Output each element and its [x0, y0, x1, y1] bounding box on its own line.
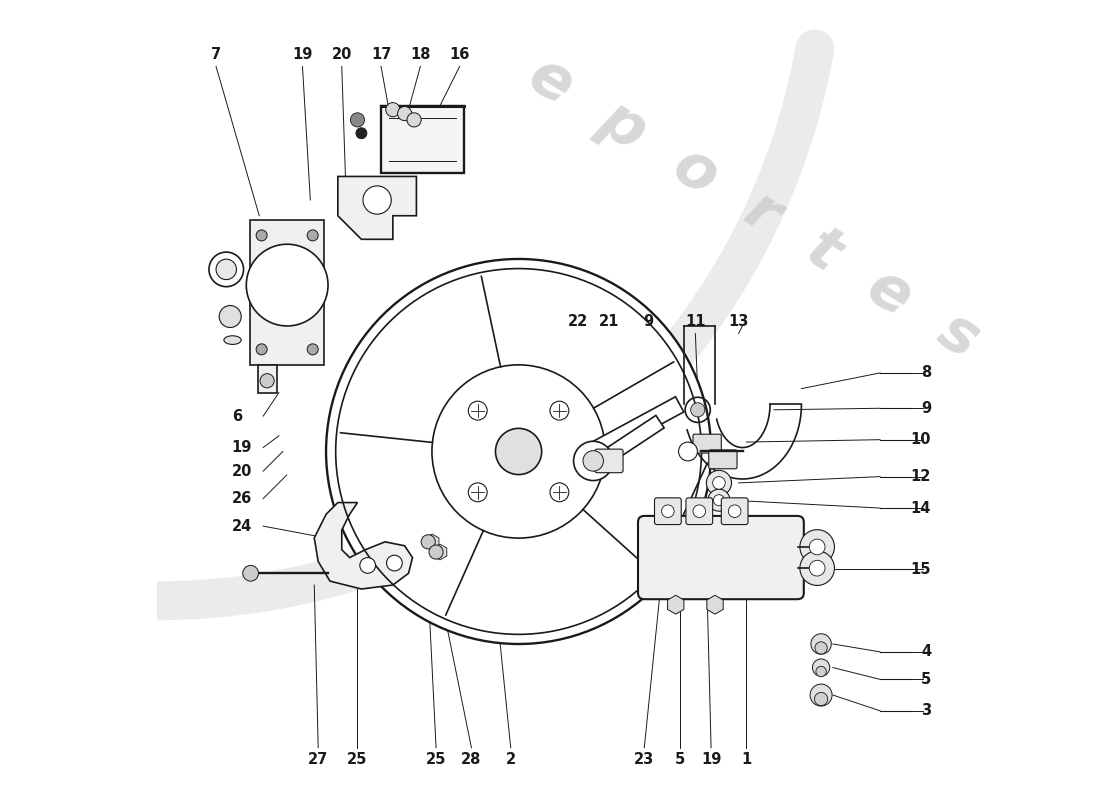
Circle shape	[260, 374, 274, 388]
Circle shape	[691, 402, 705, 417]
Text: 3: 3	[921, 703, 931, 718]
Text: e  p  o  r  t  e  s: e p o r t e s	[518, 46, 990, 370]
FancyBboxPatch shape	[708, 450, 737, 469]
Text: 9: 9	[921, 401, 931, 416]
Circle shape	[386, 102, 400, 117]
Circle shape	[714, 494, 725, 506]
FancyBboxPatch shape	[638, 516, 804, 599]
Text: 21: 21	[598, 314, 619, 330]
Text: 19: 19	[701, 752, 722, 767]
Text: 28: 28	[461, 752, 482, 767]
FancyBboxPatch shape	[654, 498, 681, 525]
Text: 20: 20	[331, 47, 352, 62]
Text: 27: 27	[308, 752, 328, 767]
Circle shape	[307, 230, 318, 241]
Circle shape	[815, 642, 827, 654]
Circle shape	[429, 545, 443, 559]
Circle shape	[351, 113, 364, 127]
Text: 10: 10	[911, 432, 931, 447]
Text: 16: 16	[450, 47, 470, 62]
Text: 7: 7	[211, 47, 221, 62]
Circle shape	[386, 555, 403, 571]
Circle shape	[814, 692, 827, 706]
Text: 11: 11	[685, 314, 705, 330]
Circle shape	[363, 186, 392, 214]
Circle shape	[816, 666, 826, 677]
Text: 25: 25	[348, 752, 367, 767]
Circle shape	[693, 505, 705, 518]
Polygon shape	[338, 177, 417, 239]
Circle shape	[246, 244, 328, 326]
FancyBboxPatch shape	[693, 434, 722, 453]
Text: 1: 1	[741, 752, 751, 767]
Circle shape	[219, 306, 241, 327]
Circle shape	[469, 402, 487, 420]
FancyBboxPatch shape	[595, 449, 623, 473]
Circle shape	[256, 344, 267, 355]
Text: 22: 22	[568, 314, 587, 330]
Text: 14: 14	[911, 501, 931, 515]
Polygon shape	[581, 397, 684, 463]
Text: 8: 8	[921, 366, 931, 381]
Text: 19: 19	[293, 47, 312, 62]
Circle shape	[256, 230, 267, 241]
Circle shape	[810, 560, 825, 576]
Text: 5: 5	[921, 672, 931, 687]
Circle shape	[216, 259, 236, 279]
Circle shape	[813, 659, 829, 676]
Circle shape	[407, 113, 421, 127]
FancyBboxPatch shape	[381, 106, 463, 173]
Text: 17: 17	[371, 47, 392, 62]
Text: 24: 24	[232, 518, 252, 534]
Circle shape	[307, 344, 318, 355]
Circle shape	[550, 483, 569, 502]
Circle shape	[326, 259, 711, 644]
FancyBboxPatch shape	[250, 220, 324, 365]
Text: 4: 4	[921, 644, 931, 659]
Circle shape	[810, 684, 832, 706]
Circle shape	[713, 477, 725, 489]
Circle shape	[495, 428, 541, 474]
Circle shape	[679, 442, 697, 461]
Ellipse shape	[224, 336, 241, 345]
Circle shape	[243, 566, 258, 581]
Text: 25: 25	[426, 752, 447, 767]
Text: 23: 23	[635, 752, 654, 767]
Polygon shape	[605, 415, 664, 462]
Circle shape	[469, 483, 487, 502]
Text: 18: 18	[410, 47, 430, 62]
Text: 9: 9	[644, 314, 653, 330]
Text: 2: 2	[506, 752, 516, 767]
FancyBboxPatch shape	[722, 498, 748, 525]
Circle shape	[209, 252, 243, 286]
Circle shape	[421, 534, 436, 549]
Text: 5: 5	[674, 752, 685, 767]
Text: 13: 13	[728, 314, 749, 330]
Text: 15: 15	[911, 562, 931, 577]
Text: 20: 20	[232, 464, 252, 478]
Circle shape	[800, 551, 835, 586]
Text: 26: 26	[232, 491, 252, 506]
Circle shape	[360, 558, 375, 574]
FancyBboxPatch shape	[686, 498, 713, 525]
Text: 6: 6	[232, 409, 242, 424]
Polygon shape	[257, 365, 277, 393]
Circle shape	[811, 634, 832, 654]
Circle shape	[706, 470, 732, 495]
Circle shape	[810, 539, 825, 555]
Circle shape	[397, 106, 411, 121]
Circle shape	[661, 505, 674, 518]
Circle shape	[583, 450, 604, 471]
Circle shape	[708, 489, 730, 511]
Text: 12: 12	[911, 469, 931, 484]
Text: a passion for Parts since 1985: a passion for Parts since 1985	[400, 410, 669, 587]
Circle shape	[800, 530, 835, 564]
Circle shape	[573, 442, 613, 481]
Circle shape	[550, 402, 569, 420]
Text: 19: 19	[232, 440, 252, 455]
Circle shape	[728, 505, 741, 518]
Polygon shape	[315, 502, 412, 589]
Circle shape	[356, 128, 367, 138]
